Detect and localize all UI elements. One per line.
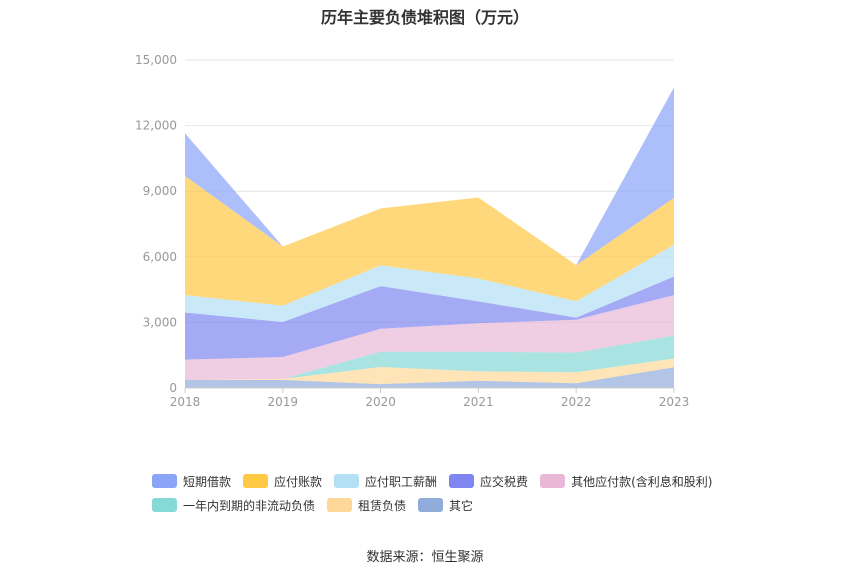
y-tick-label: 12,000 (135, 119, 177, 133)
area-series-其它 (185, 367, 674, 388)
legend-label: 应付职工薪酬 (365, 474, 438, 489)
area-series-其他应付款(含利息和股利) (185, 295, 674, 380)
legend-item[interactable]: 短期借款 (152, 473, 231, 490)
chart-legend: 短期借款 应付账款 应付职工薪酬 应交税费 其他应付款(含利息和股利) 一年内到期的非流动… (152, 472, 752, 520)
legend-swatch (334, 474, 360, 488)
legend-swatch (327, 498, 353, 512)
y-tick-label: 6,000 (143, 250, 177, 264)
x-tick-label: 2018 (170, 395, 201, 409)
area-series (185, 87, 674, 388)
area-series-租赁负债 (185, 358, 674, 385)
area-series-应交税费 (185, 276, 674, 360)
area-series-一年内到期的非流动负债 (185, 335, 674, 380)
legend-swatch (152, 498, 177, 512)
legend-item[interactable]: 应交税费 (449, 473, 528, 490)
legend-row: 短期借款 应付账款 应付职工薪酬 应交税费 其他应付款(含利息和股利) (152, 472, 752, 490)
legend-label: 短期借款 (183, 474, 232, 489)
x-tick-label: 2020 (365, 395, 396, 409)
data-source-note: 数据来源：恒生聚源 (366, 550, 484, 565)
legend-label: 应交税费 (480, 474, 529, 489)
legend-label: 其他应付款(含利息和股利) (571, 474, 713, 489)
legend-swatch (449, 474, 475, 488)
chart-title: 历年主要负债堆积图（万元） (320, 8, 529, 27)
legend-item[interactable]: 应付账款 (243, 473, 322, 490)
legend-label: 其它 (449, 498, 474, 513)
legend-row: 一年内到期的非流动负债 租赁负债 其它 (152, 496, 752, 514)
legend-item[interactable]: 一年内到期的非流动负债 (152, 497, 315, 514)
y-tick-label: 15,000 (135, 53, 177, 67)
y-tick-label: 0 (169, 381, 177, 395)
legend-swatch (540, 474, 566, 488)
legend-label: 应付账款 (274, 474, 323, 489)
y-tick-label: 9,000 (143, 184, 177, 198)
legend-label: 一年内到期的非流动负债 (183, 498, 316, 513)
area-series-应付账款 (185, 175, 674, 306)
legend-item[interactable]: 租赁负债 (327, 497, 406, 514)
legend-swatch (418, 498, 444, 512)
y-tick-label: 3,000 (143, 315, 177, 329)
y-axis: 0 3,000 6,000 9,000 12,000 15,000 (135, 53, 177, 395)
x-axis: 2018 2019 2020 2021 2022 2023 (170, 387, 690, 409)
legend-item[interactable]: 其他应付款(含利息和股利) (540, 473, 712, 490)
x-tick-label: 2023 (659, 395, 690, 409)
x-tick-label: 2022 (561, 395, 592, 409)
legend-item[interactable]: 应付职工薪酬 (334, 473, 437, 490)
legend-swatch (243, 474, 269, 488)
legend-item[interactable]: 其它 (418, 497, 473, 514)
x-tick-label: 2021 (463, 395, 494, 409)
legend-label: 租赁负债 (358, 498, 407, 513)
legend-swatch (152, 474, 177, 488)
area-series-应付职工薪酬 (185, 244, 674, 322)
x-tick-label: 2019 (268, 395, 299, 409)
